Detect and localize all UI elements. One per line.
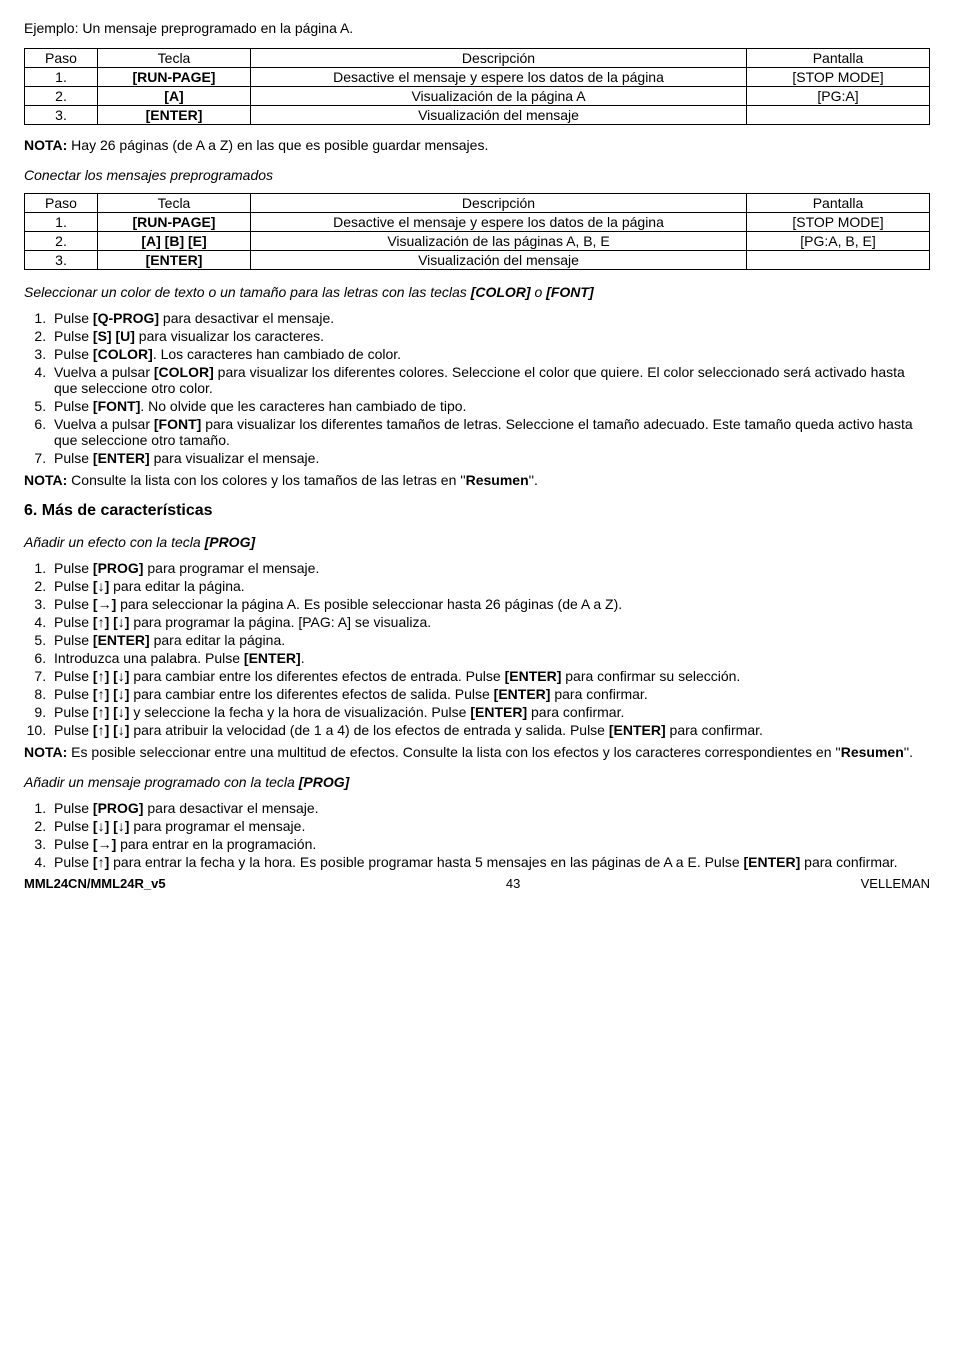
list-item: Pulse [PROG] para programar el mensaje. bbox=[50, 560, 930, 576]
header-pantalla: Pantalla bbox=[747, 49, 930, 68]
table-row: 1. [RUN-PAGE] Desactive el mensaje y esp… bbox=[25, 68, 930, 87]
nota-3: NOTA: Es posible seleccionar entre una m… bbox=[24, 744, 930, 760]
subhead-mensaje-prog: Añadir un mensaje programado con la tecl… bbox=[24, 774, 930, 790]
list-item: Pulse [↑] [↓] y seleccione la fecha y la… bbox=[50, 704, 930, 720]
table-row: 1. [RUN-PAGE] Desactive el mensaje y esp… bbox=[25, 213, 930, 232]
list-item: Pulse [S] [U] para visualizar los caract… bbox=[50, 328, 930, 344]
list-item: Pulse [ENTER] para editar la página. bbox=[50, 632, 930, 648]
steps-list-c: Pulse [PROG] para desactivar el mensaje.… bbox=[24, 800, 930, 870]
list-item: Pulse [↑] [↓] para cambiar entre los dif… bbox=[50, 668, 930, 684]
table-row: 2. [A] [B] [E] Visualización de las pági… bbox=[25, 232, 930, 251]
section-6-heading: 6. Más de características bbox=[24, 502, 930, 520]
list-item: Pulse [↑] para entrar la fecha y la hora… bbox=[50, 854, 930, 870]
list-item: Pulse [↑] [↓] para atribuir la velocidad… bbox=[50, 722, 930, 738]
list-item: Pulse [↑] [↓] para programar la página. … bbox=[50, 614, 930, 630]
list-item: Pulse [PROG] para desactivar el mensaje. bbox=[50, 800, 930, 816]
subhead-conectar: Conectar los mensajes preprogramados bbox=[24, 167, 930, 183]
list-item: Pulse [Q-PROG] para desactivar el mensaj… bbox=[50, 310, 930, 326]
subhead-efecto: Añadir un efecto con la tecla [PROG] bbox=[24, 534, 930, 550]
table-row: Paso Tecla Descripción Pantalla bbox=[25, 49, 930, 68]
header-paso: Paso bbox=[25, 49, 98, 68]
list-item: Pulse [→] para seleccionar la página A. … bbox=[50, 596, 930, 612]
steps-list-b: Pulse [PROG] para programar el mensaje. … bbox=[24, 560, 930, 738]
list-item: Introduzca una palabra. Pulse [ENTER]. bbox=[50, 650, 930, 666]
footer-brand: VELLEMAN bbox=[861, 876, 930, 891]
intro-text: Ejemplo: Un mensaje preprogramado en la … bbox=[24, 20, 930, 36]
list-item: Pulse [FONT]. No olvide que les caracter… bbox=[50, 398, 930, 414]
header-tecla: Tecla bbox=[98, 49, 251, 68]
list-item: Pulse [→] para entrar en la programación… bbox=[50, 836, 930, 852]
list-item: Pulse [↓] [↓] para programar el mensaje. bbox=[50, 818, 930, 834]
subhead-color: Seleccionar un color de texto o un tamañ… bbox=[24, 284, 930, 300]
steps-list-a: Pulse [Q-PROG] para desactivar el mensaj… bbox=[24, 310, 930, 466]
table-row: 3. [ENTER] Visualización del mensaje bbox=[25, 106, 930, 125]
table-row: Paso Tecla Descripción Pantalla bbox=[25, 194, 930, 213]
list-item: Pulse [COLOR]. Los caracteres han cambia… bbox=[50, 346, 930, 362]
list-item: Pulse [ENTER] para visualizar el mensaje… bbox=[50, 450, 930, 466]
list-item: Pulse [↓] para editar la página. bbox=[50, 578, 930, 594]
table-2: Paso Tecla Descripción Pantalla 1. [RUN-… bbox=[24, 193, 930, 270]
nota-1: NOTA: Hay 26 páginas (de A a Z) en las q… bbox=[24, 137, 930, 153]
page-footer: MML24CN/MML24R_v5 43 VELLEMAN bbox=[24, 876, 930, 891]
footer-doc-id: MML24CN/MML24R_v5 bbox=[24, 876, 166, 891]
nota-2: NOTA: Consulte la lista con los colores … bbox=[24, 472, 930, 488]
footer-page-number: 43 bbox=[506, 876, 520, 891]
table-row: 2. [A] Visualización de la página A [PG:… bbox=[25, 87, 930, 106]
table-1: Paso Tecla Descripción Pantalla 1. [RUN-… bbox=[24, 48, 930, 125]
list-item: Vuelva a pulsar [FONT] para visualizar l… bbox=[50, 416, 930, 448]
list-item: Pulse [↑] [↓] para cambiar entre los dif… bbox=[50, 686, 930, 702]
header-desc: Descripción bbox=[251, 49, 747, 68]
table-row: 3. [ENTER] Visualización del mensaje bbox=[25, 251, 930, 270]
list-item: Vuelva a pulsar [COLOR] para visualizar … bbox=[50, 364, 930, 396]
